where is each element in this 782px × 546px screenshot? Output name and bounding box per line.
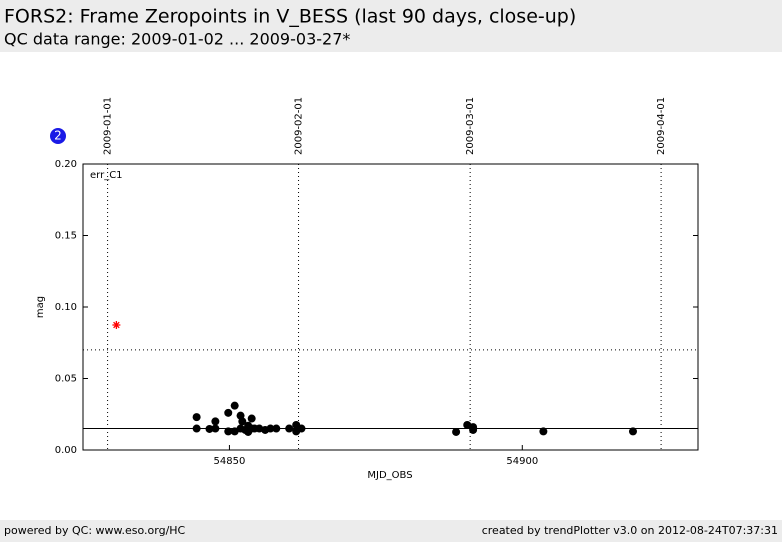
y-axis-label: mag xyxy=(35,296,46,318)
y-tick-label: 0.15 xyxy=(55,231,77,242)
point xyxy=(224,408,233,417)
date-label: 2009-04-01 xyxy=(656,97,667,155)
point xyxy=(628,427,637,436)
point xyxy=(112,321,121,330)
badge: 2 xyxy=(54,129,62,143)
date-label: 2009-03-01 xyxy=(465,97,476,155)
title: FORS2: Frame Zeropoints in V_BESS (last … xyxy=(4,6,576,28)
point xyxy=(224,427,233,436)
point xyxy=(452,427,461,436)
point xyxy=(211,417,220,426)
point xyxy=(469,425,478,434)
footer-band xyxy=(0,520,782,542)
point xyxy=(297,424,306,433)
y-tick-label: 0.10 xyxy=(55,302,77,313)
date-label: 2009-02-01 xyxy=(294,97,305,155)
point xyxy=(272,424,281,433)
header-band xyxy=(0,0,782,52)
x-tick-label: 54900 xyxy=(506,456,538,467)
point xyxy=(192,413,201,422)
date-label: 2009-01-01 xyxy=(103,97,114,155)
point xyxy=(247,414,256,423)
x-axis-label: MJD_OBS xyxy=(367,470,412,481)
y-tick-label: 0.00 xyxy=(55,445,77,456)
point xyxy=(230,401,239,410)
x-tick-label: 54850 xyxy=(214,456,246,467)
footer-left: powered by QC: www.eso.org/HC xyxy=(4,524,186,537)
subtitle: QC data range: 2009-01-02 ... 2009-03-27… xyxy=(4,30,350,49)
point xyxy=(211,424,220,433)
point xyxy=(266,424,275,433)
point xyxy=(192,424,201,433)
footer-right: created by trendPlotter v3.0 on 2012-08-… xyxy=(482,524,778,537)
annotation: err_C1 xyxy=(90,170,123,181)
point xyxy=(238,417,247,426)
point xyxy=(285,424,294,433)
point xyxy=(539,427,548,436)
y-tick-label: 0.05 xyxy=(55,374,77,385)
badge-circle xyxy=(50,128,66,144)
plot-frame xyxy=(82,163,699,451)
point xyxy=(205,424,214,433)
y-tick-label: 0.20 xyxy=(55,159,77,170)
